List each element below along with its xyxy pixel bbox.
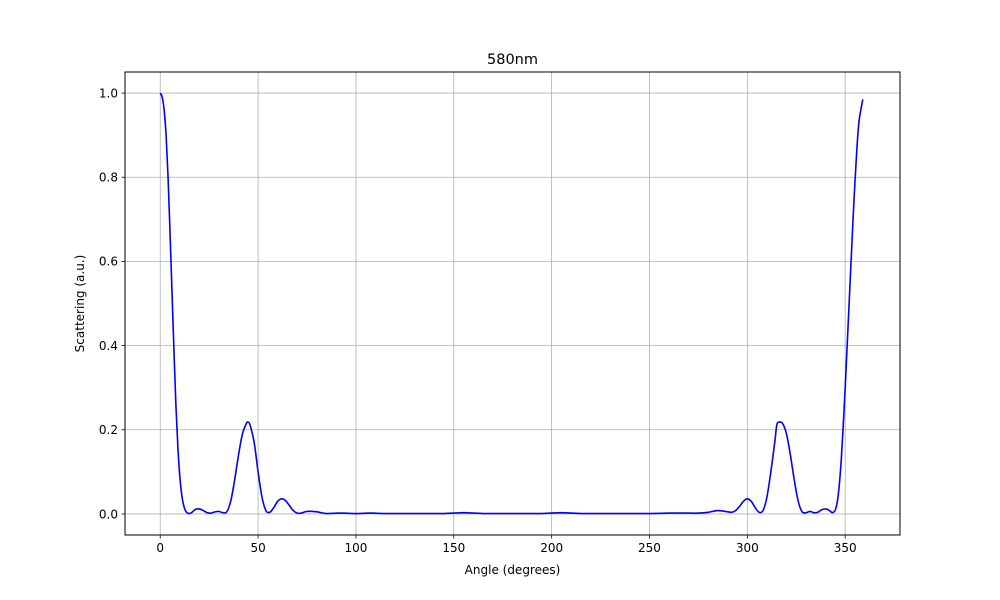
ticks: 0 50 100 150 200 250 300 350 0.0 0.2 0.4 0.6 0.8 1.0 bbox=[99, 86, 857, 555]
y-tick-label: 1.0 bbox=[99, 86, 118, 100]
x-tick-label: 350 bbox=[834, 541, 857, 555]
x-tick-label: 150 bbox=[442, 541, 465, 555]
x-tick-label: 250 bbox=[638, 541, 661, 555]
y-tick-label: 0.0 bbox=[99, 507, 118, 521]
x-tick-label: 0 bbox=[156, 541, 164, 555]
y-tick-label: 0.2 bbox=[99, 423, 118, 437]
y-tick-label: 0.4 bbox=[99, 339, 118, 353]
x-axis-title: Angle (degrees) bbox=[465, 563, 561, 577]
y-tick-label: 0.6 bbox=[99, 255, 118, 269]
series-layer bbox=[159, 92, 864, 515]
x-tick-label: 200 bbox=[540, 541, 563, 555]
chart-title: 580nm bbox=[487, 52, 538, 68]
y-tick-label: 0.8 bbox=[99, 171, 118, 185]
plot-frame bbox=[124, 71, 901, 536]
y-axis-title: Scattering (a.u.) bbox=[73, 255, 87, 353]
grid bbox=[125, 72, 900, 535]
x-tick-label: 100 bbox=[344, 541, 367, 555]
x-tick-label: 300 bbox=[736, 541, 759, 555]
x-tick-label: 50 bbox=[250, 541, 265, 555]
series-line bbox=[159, 92, 864, 515]
